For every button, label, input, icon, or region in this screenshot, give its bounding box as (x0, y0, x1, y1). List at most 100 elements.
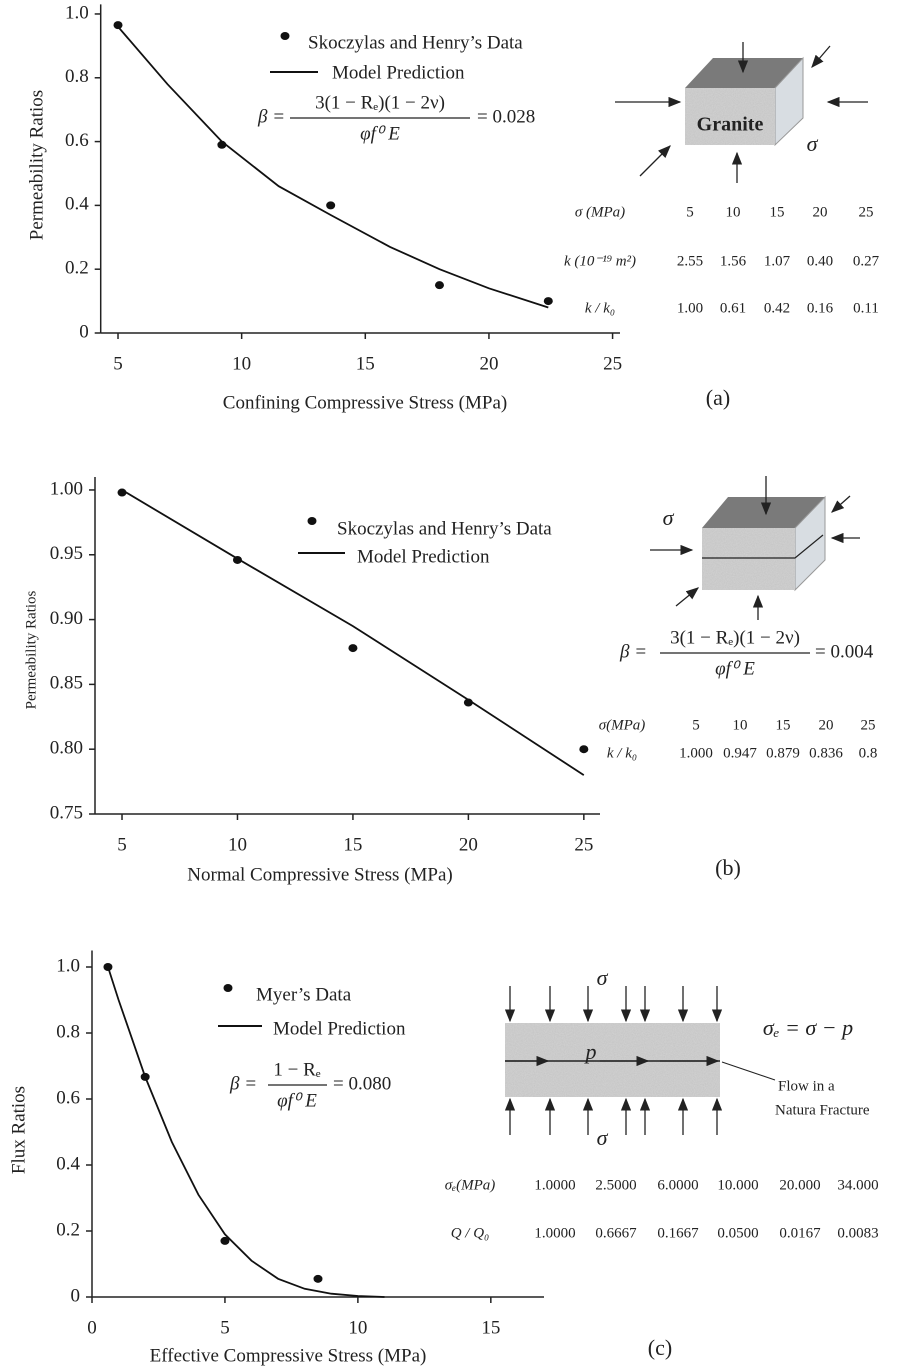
table-cell: 0.0167 (779, 1225, 821, 1241)
diagram-label: Flow in a (778, 1078, 835, 1094)
table-cell: 0.40 (807, 253, 833, 269)
block-grain (702, 528, 795, 590)
x-tick-label: 15 (343, 834, 362, 855)
formula-numerator: 1 − Rₑ (273, 1059, 320, 1080)
table-cell: 0.1667 (657, 1225, 699, 1241)
legend-label: Model Prediction (273, 1018, 406, 1039)
table-row-label: k / k₀ (585, 300, 615, 316)
data-point (434, 281, 444, 290)
y-tick-label: 0.85 (50, 673, 83, 694)
diagram-label: σₑ = σ − p (763, 1015, 853, 1040)
panel-label: (a) (706, 385, 730, 410)
x-axis-title: Effective Compressive Stress (MPa) (150, 1345, 427, 1366)
table-cell: 0.947 (723, 745, 757, 761)
x-tick-label: 10 (228, 834, 247, 855)
table-cell: 1.07 (764, 253, 791, 269)
formula-rhs: = 0.004 (815, 641, 874, 662)
y-tick-label: 0.95 (50, 543, 83, 564)
table-cell: 0.0083 (837, 1225, 878, 1241)
data-point (326, 201, 336, 210)
table-row-label: k / k₀ (607, 745, 637, 761)
table-row-label: Q / Q₀ (451, 1225, 490, 1241)
x-tick-label: 15 (356, 353, 375, 374)
panel-label: (b) (715, 855, 741, 880)
y-axis-title: Flux Ratios (8, 1086, 29, 1174)
x-tick-label: 25 (603, 353, 622, 374)
table-cell: 10 (733, 717, 748, 733)
formula-denominator: φf⁰ E (715, 658, 755, 679)
table-cell: 1.0000 (534, 1177, 575, 1193)
y-axis-title: Permeability Ratios (26, 90, 47, 240)
formula-numerator: 3(1 − Rₑ)(1 − 2ν) (315, 92, 445, 113)
table-cell: 15 (776, 717, 791, 733)
table-cell: 2.5000 (595, 1177, 636, 1193)
y-tick-label: 0.4 (56, 1153, 80, 1174)
data-point (543, 297, 553, 306)
formula-denominator: φf⁰ E (277, 1090, 317, 1111)
table-cell: 20 (819, 717, 834, 733)
x-tick-label: 20 (459, 834, 478, 855)
y-tick-label: 0.75 (50, 802, 83, 823)
legend-marker (223, 984, 233, 992)
x-axis-title: Confining Compressive Stress (MPa) (223, 392, 507, 413)
formula-denominator: φf⁰ E (360, 123, 400, 144)
x-tick-label: 5 (220, 1317, 230, 1338)
stress-arrow (675, 587, 700, 607)
table-row-label: σₑ(MPa) (445, 1177, 495, 1193)
data-point (220, 1236, 230, 1245)
table-cell: 0.11 (853, 300, 879, 316)
stress-arrow (639, 145, 671, 177)
data-point (103, 963, 113, 971)
x-tick-label: 0 (87, 1317, 97, 1338)
y-tick-label: 0.2 (65, 258, 89, 279)
formula-rhs: = 0.028 (477, 106, 535, 127)
y-axis-title: Permeability Ratios (23, 590, 39, 709)
data-point (113, 21, 123, 30)
diagram-label: Natura Fracture (775, 1102, 870, 1118)
table-cell: 1.0000 (534, 1225, 575, 1241)
table-cell: 0.0500 (717, 1225, 758, 1241)
table-cell: 25 (859, 204, 874, 220)
y-tick-label: 0 (71, 1285, 81, 1306)
block-grain (505, 1023, 720, 1097)
legend-marker (307, 517, 317, 525)
model-line (117, 26, 549, 309)
data-point (348, 644, 358, 653)
x-tick-label: 15 (481, 1317, 500, 1338)
y-tick-label: 1.0 (65, 2, 89, 23)
table-cell: 5 (686, 204, 694, 220)
y-tick-label: 0.8 (56, 1021, 80, 1042)
fracture (702, 534, 824, 559)
table-row-label: σ(MPa) (599, 717, 646, 733)
table-cell: 0.16 (807, 300, 834, 316)
y-tick-label: 0.90 (50, 608, 83, 629)
y-tick-label: 0.6 (56, 1087, 80, 1108)
x-tick-label: 20 (479, 353, 498, 374)
table-cell: 0.6667 (595, 1225, 637, 1241)
x-tick-label: 5 (117, 834, 127, 855)
x-tick-label: 10 (232, 353, 251, 374)
panel-label: (c) (648, 1335, 672, 1360)
legend-label: Model Prediction (357, 546, 490, 567)
table-cell: 1.00 (677, 300, 703, 316)
table-row-label: k (10⁻¹⁹ m²) (564, 253, 636, 269)
table-cell: 0.27 (853, 253, 880, 269)
stress-arrow (831, 495, 851, 513)
diagram-label: σ (597, 965, 609, 990)
y-tick-label: 0 (79, 321, 89, 342)
legend-label: Myer’s Data (256, 984, 352, 1005)
diagram-label: p (584, 1039, 597, 1064)
table-cell: 25 (861, 717, 876, 733)
formula-lhs: β = (257, 106, 285, 127)
legend-marker (280, 32, 290, 40)
legend-label: Model Prediction (332, 62, 465, 83)
data-point (579, 745, 589, 754)
formula-lhs: β = (229, 1073, 257, 1094)
table-cell: 10 (726, 204, 741, 220)
model-line (121, 489, 585, 776)
x-tick-label: 10 (348, 1317, 367, 1338)
y-tick-label: 0.6 (65, 130, 89, 151)
x-tick-label: 25 (574, 834, 593, 855)
